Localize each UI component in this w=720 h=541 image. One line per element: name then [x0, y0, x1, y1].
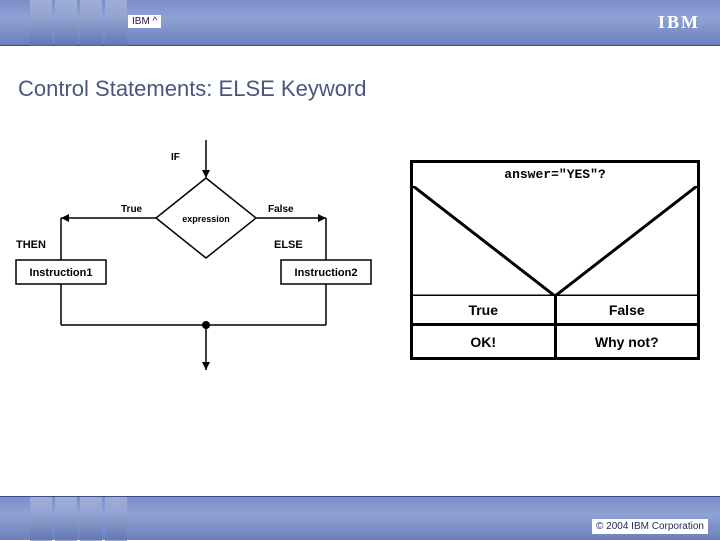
true-label: True: [121, 204, 143, 215]
header-decoration: [30, 0, 127, 46]
slide-title: Control Statements: ELSE Keyword: [18, 76, 367, 102]
header-label: IBM ^: [128, 15, 161, 28]
if-label: IF: [171, 152, 180, 163]
true-branch-label: True: [413, 296, 557, 323]
flowchart-diagram: IF expression True THEN Instruction1 Fal…: [6, 130, 406, 410]
slide-footer: © 2004 IBM Corporation: [0, 496, 720, 540]
instruction1-label: Instruction1: [30, 267, 93, 279]
copyright-label: © 2004 IBM Corporation: [592, 519, 708, 534]
false-label: False: [268, 204, 294, 215]
false-result: Why not?: [557, 326, 698, 357]
false-branch-label: False: [557, 296, 698, 323]
result-row: OK! Why not?: [410, 326, 700, 360]
decision-table-diagram: answer="YES"? True False OK! Why not?: [410, 160, 700, 360]
footer-decoration: [30, 497, 127, 541]
triangle-split: [410, 186, 700, 296]
question-label: answer="YES"?: [410, 160, 700, 186]
then-label: THEN: [16, 239, 46, 251]
true-result: OK!: [413, 326, 557, 357]
slide-header: IBM ^ IBM: [0, 0, 720, 46]
branch-labels-row: True False: [410, 296, 700, 326]
else-label: ELSE: [274, 239, 303, 251]
ibm-logo: IBM: [658, 12, 700, 33]
slide-content: IF expression True THEN Instruction1 Fal…: [0, 130, 720, 430]
instruction2-label: Instruction2: [295, 267, 358, 279]
expression-label: expression: [182, 214, 230, 224]
